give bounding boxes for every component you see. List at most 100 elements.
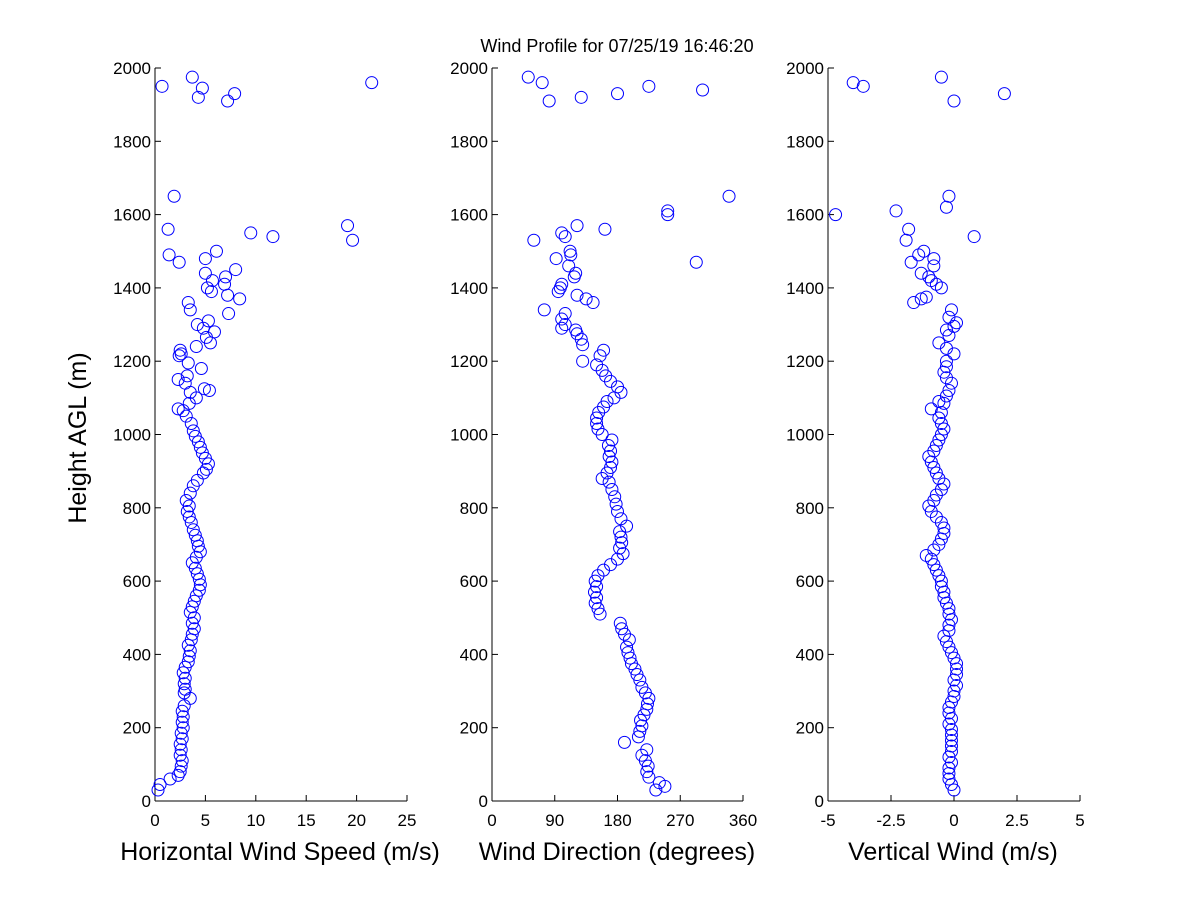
data-point: [178, 671, 192, 685]
data-point: [635, 680, 649, 694]
data-point: [175, 704, 189, 718]
data-point: [914, 266, 928, 280]
data-point: [190, 567, 204, 581]
y-tick-label: 1000: [786, 426, 824, 445]
data-point: [197, 382, 211, 396]
data-point: [967, 230, 981, 244]
data-point: [177, 677, 191, 691]
data-point: [846, 76, 860, 90]
data-point: [942, 384, 956, 398]
data-point: [652, 776, 666, 790]
x-tick-label: 5: [201, 811, 210, 830]
data-point: [939, 354, 953, 368]
data-point: [605, 433, 619, 447]
data-point: [186, 523, 200, 537]
x-tick-label: 360: [729, 811, 757, 830]
data-point: [181, 356, 195, 370]
data-point: [927, 460, 941, 474]
data-point: [542, 94, 556, 108]
data-point: [199, 462, 213, 476]
data-point: [182, 649, 196, 663]
data-point: [186, 424, 200, 438]
data-point: [180, 504, 194, 518]
data-point: [597, 343, 611, 357]
data-point: [176, 666, 190, 680]
data-point: [155, 79, 169, 93]
data-point: [932, 411, 946, 425]
data-point: [558, 230, 572, 244]
data-point: [927, 259, 941, 273]
data-point: [178, 376, 192, 390]
y-tick-label: 1800: [786, 132, 824, 151]
data-point: [563, 244, 577, 258]
data-point: [555, 277, 569, 291]
y-tick-label: 400: [460, 645, 488, 664]
data-point: [185, 616, 199, 630]
data-point: [924, 274, 938, 288]
y-tick-label: 1400: [786, 279, 824, 298]
data-point: [191, 90, 205, 104]
data-point: [183, 644, 197, 658]
data-point: [233, 292, 247, 306]
data-point: [161, 222, 175, 236]
data-point: [856, 79, 870, 93]
y-tick-label: 1000: [113, 426, 151, 445]
data-point: [942, 618, 956, 632]
data-point: [640, 743, 654, 757]
data-point: [942, 772, 956, 786]
y-tick-label: 800: [123, 499, 151, 518]
data-point: [914, 292, 928, 306]
data-point: [942, 310, 956, 324]
data-point: [924, 402, 938, 416]
data-point: [175, 732, 189, 746]
data-point: [947, 684, 961, 698]
data-point: [613, 616, 627, 630]
data-point: [937, 422, 951, 436]
data-point: [929, 466, 943, 480]
x-axis-label-vertical-wind: Vertical Wind (m/s): [848, 838, 1058, 866]
y-tick-label: 1200: [113, 352, 151, 371]
data-point: [932, 433, 946, 447]
x-tick-label: 0: [150, 811, 159, 830]
data-point: [244, 226, 258, 240]
panel-wind-direction: Wind Direction (degrees) 0 200 400 600 800 10…: [450, 59, 757, 866]
y-tick-label: 800: [796, 499, 824, 518]
data-point: [198, 252, 212, 266]
data-point: [947, 783, 961, 797]
data-point: [907, 296, 921, 310]
data-point: [950, 657, 964, 671]
x-tick-label: 90: [545, 811, 564, 830]
data-point: [942, 701, 956, 715]
data-point: [590, 411, 604, 425]
data-point: [649, 783, 663, 797]
y-tick-label: 400: [796, 645, 824, 664]
data-point: [204, 285, 218, 299]
data-point: [576, 354, 590, 368]
data-point: [570, 288, 584, 302]
data-point: [934, 70, 948, 84]
data-point: [173, 737, 187, 751]
x-tick-label: 20: [347, 811, 366, 830]
data-point: [174, 743, 188, 757]
data-point: [937, 521, 951, 535]
data-point: [609, 497, 623, 511]
data-point: [151, 783, 165, 797]
data-point: [604, 444, 618, 458]
data-point: [929, 438, 943, 452]
data-point: [221, 94, 235, 108]
data-point: [576, 338, 590, 352]
data-point: [614, 530, 628, 544]
data-point: [172, 255, 186, 269]
data-point: [630, 668, 644, 682]
data-point: [187, 594, 201, 608]
data-point: [183, 303, 197, 317]
data-point: [192, 583, 206, 597]
data-point: [189, 340, 203, 354]
data-point: [190, 318, 204, 332]
data-point: [932, 471, 946, 485]
figure-title: Wind Profile for 07/25/19 16:46:20: [480, 36, 753, 56]
y-tick-label: 0: [815, 792, 824, 811]
data-point: [620, 640, 634, 654]
data-point: [188, 429, 202, 443]
